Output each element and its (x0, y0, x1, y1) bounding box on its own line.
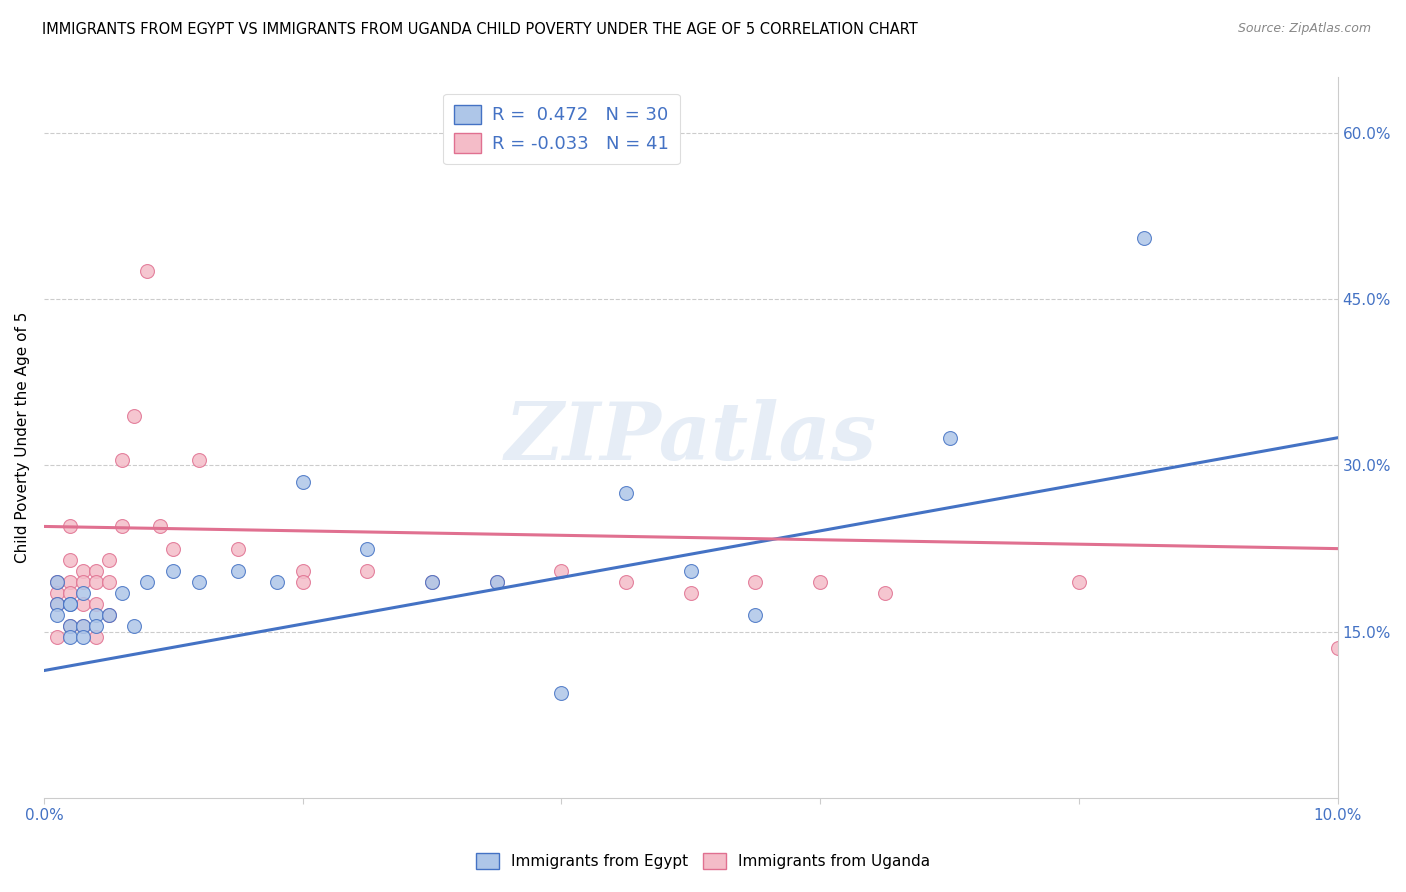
Point (97, 608, 120, 623)
Point (84, 564, 107, 578)
Point (124, 409, 146, 423)
Point (291, 564, 314, 578)
Point (420, 574, 443, 589)
Point (59, 619, 82, 633)
Point (679, 564, 702, 578)
Point (72, 619, 94, 633)
Point (744, 574, 766, 589)
Point (110, 519, 132, 533)
Point (59, 552, 82, 566)
Point (84, 574, 107, 589)
Point (356, 541, 378, 556)
Point (59, 574, 82, 589)
Point (45, 608, 67, 623)
Point (110, 453, 132, 467)
Text: ZIPatlas: ZIPatlas (505, 399, 877, 476)
Point (84, 608, 107, 623)
Point (45, 574, 67, 589)
Point (679, 586, 702, 600)
Point (266, 574, 288, 589)
Point (356, 564, 378, 578)
Point (420, 574, 443, 589)
Point (72, 586, 94, 600)
Point (136, 574, 159, 589)
Point (45, 630, 67, 644)
Point (162, 564, 184, 578)
Legend: Immigrants from Egypt, Immigrants from Uganda: Immigrants from Egypt, Immigrants from U… (470, 847, 936, 875)
Point (938, 431, 960, 445)
Y-axis label: Child Poverty Under the Age of 5: Child Poverty Under the Age of 5 (15, 312, 30, 564)
Point (291, 574, 314, 589)
Point (59, 519, 82, 533)
Point (614, 574, 637, 589)
Point (110, 586, 132, 600)
Point (97, 552, 120, 566)
Point (45, 597, 67, 611)
Text: Source: ZipAtlas.com: Source: ZipAtlas.com (1237, 22, 1371, 36)
Point (136, 264, 159, 278)
Point (124, 619, 146, 633)
Point (59, 597, 82, 611)
Point (485, 574, 508, 589)
Point (97, 574, 120, 589)
Point (744, 608, 766, 623)
Point (45, 586, 67, 600)
Point (226, 541, 249, 556)
Point (72, 574, 94, 589)
Point (45, 574, 67, 589)
Point (72, 630, 94, 644)
Point (59, 630, 82, 644)
Legend: R =  0.472   N = 30, R = -0.033   N = 41: R = 0.472 N = 30, R = -0.033 N = 41 (443, 94, 679, 164)
Text: IMMIGRANTS FROM EGYPT VS IMMIGRANTS FROM UGANDA CHILD POVERTY UNDER THE AGE OF 5: IMMIGRANTS FROM EGYPT VS IMMIGRANTS FROM… (42, 22, 918, 37)
Point (84, 630, 107, 644)
Point (72, 619, 94, 633)
Point (45, 597, 67, 611)
Point (1132, 231, 1154, 245)
Point (84, 597, 107, 611)
Point (291, 475, 314, 489)
Point (873, 586, 896, 600)
Point (84, 619, 107, 633)
Point (1067, 574, 1090, 589)
Point (550, 686, 572, 700)
Point (1326, 641, 1348, 656)
Point (59, 586, 82, 600)
Point (808, 574, 831, 589)
Point (614, 486, 637, 500)
Point (485, 574, 508, 589)
Point (188, 574, 211, 589)
Point (59, 597, 82, 611)
Point (72, 597, 94, 611)
Point (188, 453, 211, 467)
Point (226, 564, 249, 578)
Point (162, 541, 184, 556)
Point (72, 564, 94, 578)
Point (550, 564, 572, 578)
Point (59, 619, 82, 633)
Point (149, 519, 172, 533)
Point (97, 608, 120, 623)
